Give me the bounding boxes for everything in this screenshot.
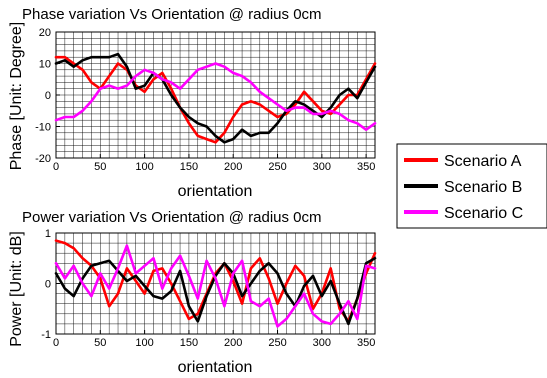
x-tick-label: 350 [357, 161, 375, 173]
legend-item: Scenario C [404, 205, 523, 222]
power-grid [56, 233, 375, 334]
power-chart-title: Power variation Vs Orientation @ radius … [22, 209, 322, 226]
phase-series-scenario-b [54, 52, 377, 144]
legend-item: Scenario A [404, 153, 522, 170]
x-tick-label: 50 [94, 337, 106, 349]
x-tick-label: 200 [224, 337, 242, 349]
x-tick-label: 250 [268, 337, 286, 349]
power-x-axis-label: orientation [178, 359, 253, 376]
y-tick-label: 10 [39, 59, 51, 71]
x-tick-label: 0 [53, 161, 59, 173]
y-tick-label: -1 [41, 329, 51, 341]
x-tick-label: 250 [268, 161, 286, 173]
x-tick-label: 350 [357, 337, 375, 349]
y-tick-label: 20 [39, 27, 51, 39]
power-y-axis-label: Power [Unit: dB] [8, 231, 25, 347]
x-tick-label: 150 [180, 337, 198, 349]
x-tick-label: 150 [180, 161, 198, 173]
legend: Scenario A Scenario B Scenario C [396, 143, 547, 229]
y-tick-label: 0 [45, 279, 51, 291]
phase-chart-title: Phase variation Vs Orientation @ radius … [22, 6, 322, 23]
legend-label: Scenario C [444, 205, 523, 222]
phase-series-scenario-a [54, 55, 377, 144]
x-tick-label: 0 [53, 337, 59, 349]
phase-x-axis-label: orientation [178, 183, 253, 200]
y-tick-label: -20 [35, 153, 51, 165]
legend-item: Scenario B [404, 179, 522, 196]
x-tick-label: 300 [313, 337, 331, 349]
phase-series-scenario-c [54, 62, 377, 131]
legend-label: Scenario A [444, 153, 522, 170]
x-tick-label: 300 [313, 161, 331, 173]
phase-chart: Phase variation Vs Orientation @ radius … [8, 6, 377, 200]
x-tick-label: 50 [94, 161, 106, 173]
x-tick-label: 100 [135, 337, 153, 349]
power-series-scenario-c [54, 244, 377, 328]
legend-label: Scenario B [444, 179, 522, 196]
power-chart: Power variation Vs Orientation @ radius … [8, 209, 377, 376]
y-tick-label: 0 [45, 90, 51, 102]
y-tick-label: -10 [35, 122, 51, 134]
x-tick-label: 100 [135, 161, 153, 173]
phase-y-axis-label: Phase [Unit: Degree] [8, 22, 25, 171]
phase-grid [56, 32, 375, 158]
y-tick-label: 1 [45, 228, 51, 240]
x-tick-label: 200 [224, 161, 242, 173]
